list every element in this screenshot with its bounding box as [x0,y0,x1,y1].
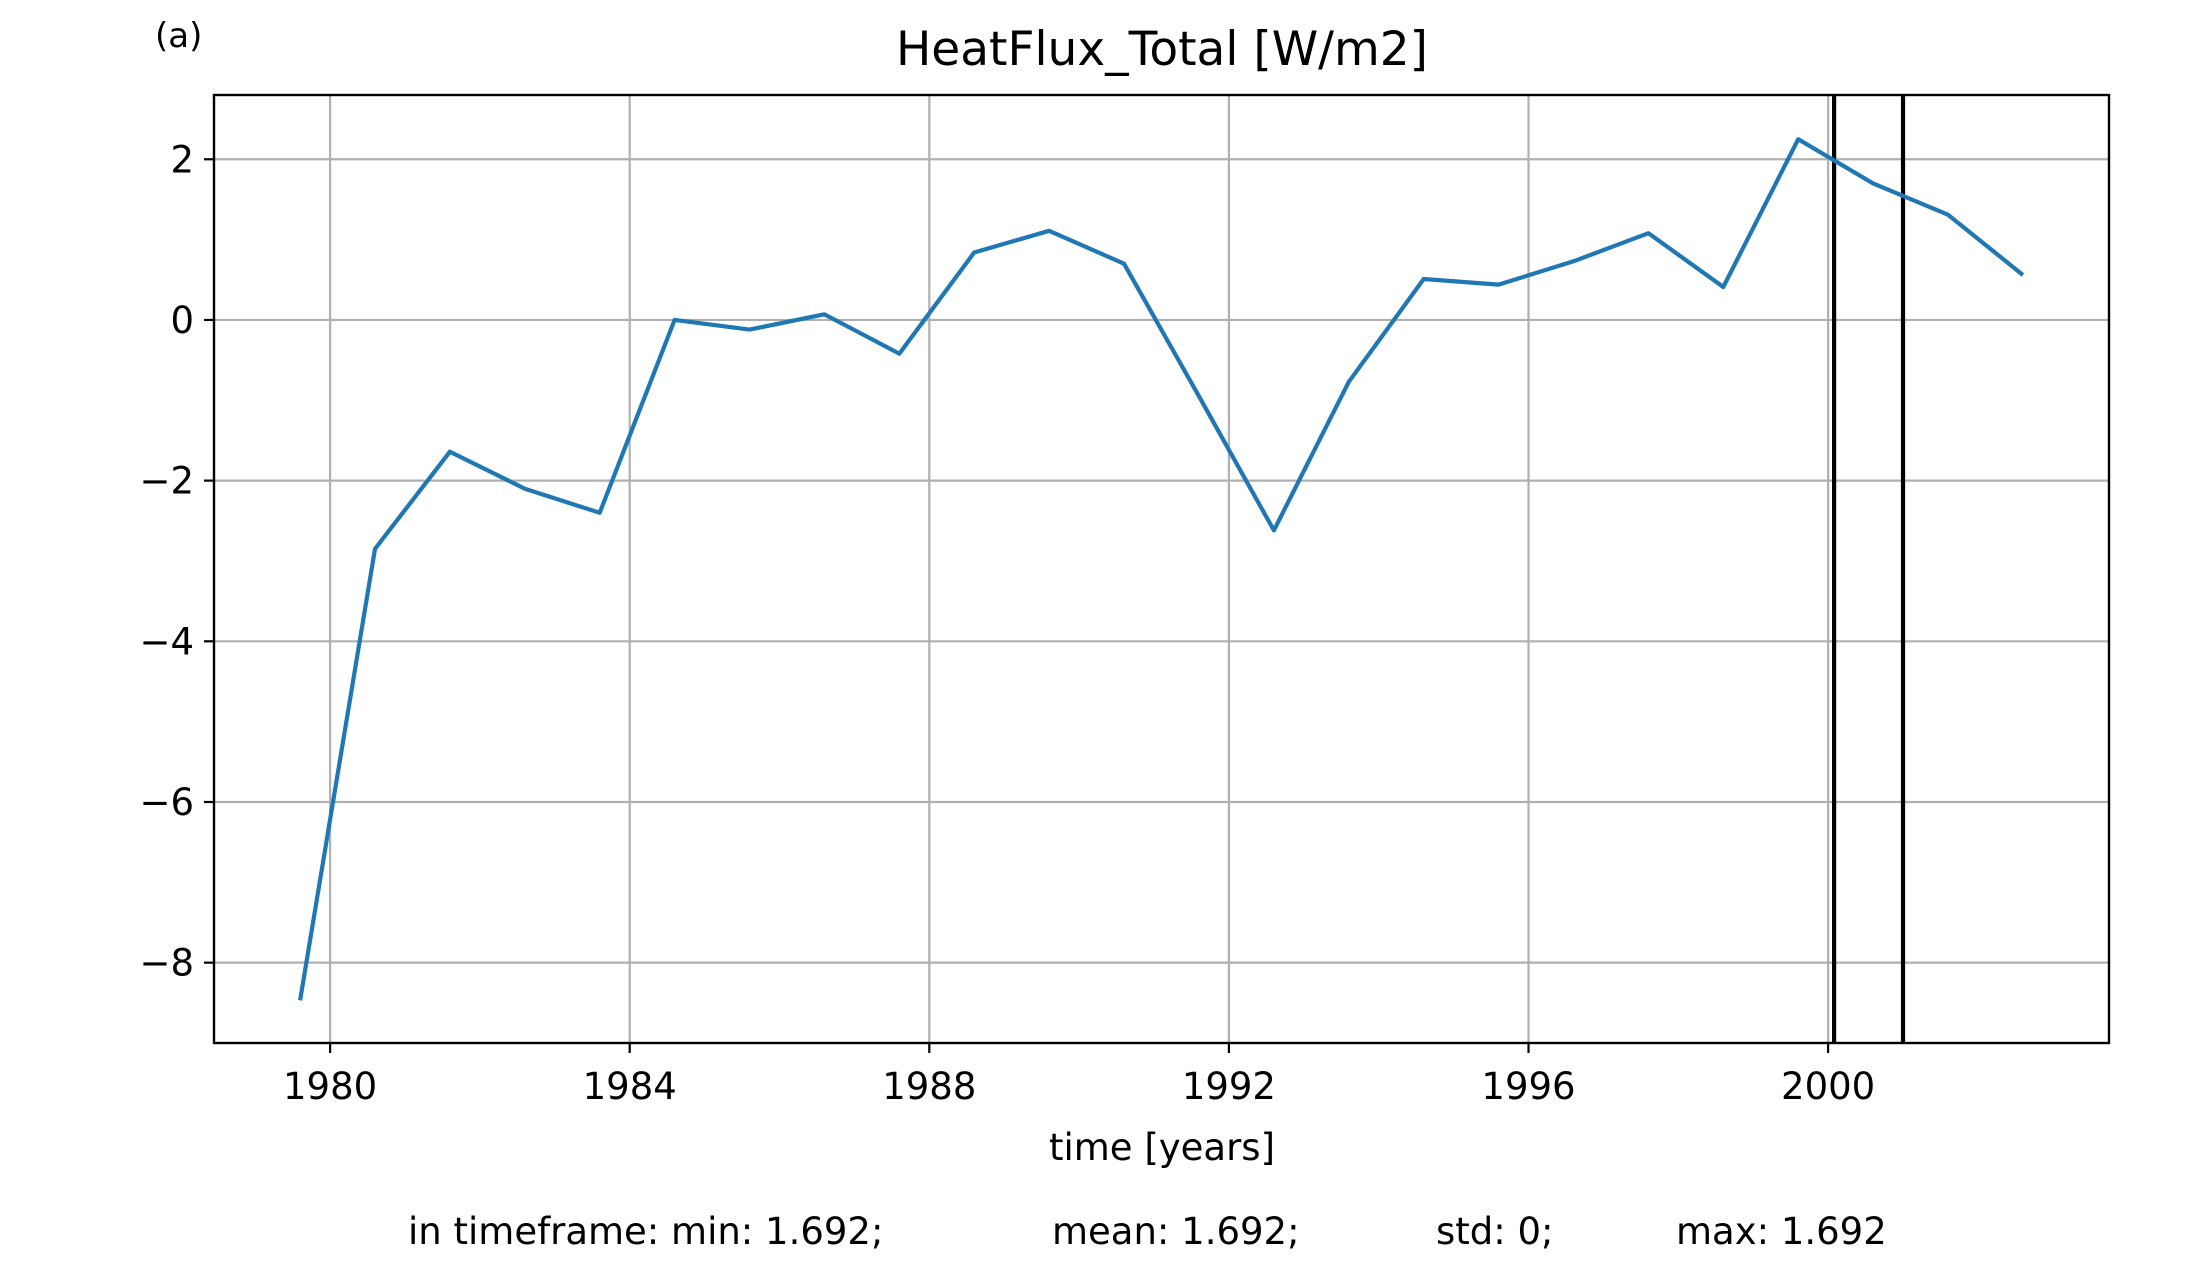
footer-min: in timeframe: min: 1.692; [408,1210,883,1253]
chart-title: HeatFlux_Total [W/m2] [896,22,1428,77]
y-tick-label: −2 [139,460,194,503]
y-tick-label: −4 [139,620,194,663]
panel-label: (a) [155,16,202,56]
data-point [1573,261,1574,262]
data-point [1049,230,1050,231]
grid [214,95,2109,1043]
data-point [1273,530,1274,531]
y-tick-label: −8 [139,942,194,985]
footer-stats: in timeframe: min: 1.692; mean: 1.692; s… [408,1210,1887,1253]
y-tick-label: 2 [170,138,194,181]
footer-std: std: 0; [1436,1210,1554,1253]
data-point [375,548,376,549]
series-layer [298,137,2025,1001]
data-point [300,1000,301,1001]
series-line [298,137,2025,1001]
data-point [599,512,600,513]
y-tick-label: −6 [139,781,194,824]
x-tick-label: 1980 [283,1065,377,1108]
data-point [899,353,900,354]
data-point [1348,381,1349,382]
data-point [2022,274,2023,275]
y-tick-label: 0 [170,299,194,342]
data-point [1198,396,1199,397]
data-point [1947,214,1948,215]
x-axis-label: time [years] [1049,1126,1275,1169]
x-tick-label: 1988 [882,1065,976,1108]
data-point [749,329,750,330]
data-point [1423,278,1424,279]
plot-frame [212,93,2111,1045]
data-point [1124,263,1125,264]
data-point [1498,284,1499,285]
data-point [449,451,450,452]
footer-mean: mean: 1.692; [1052,1210,1300,1253]
data-point [524,488,525,489]
x-tick-label: 1984 [583,1065,677,1108]
data-point [1798,139,1799,140]
data-point [674,319,675,320]
x-tick-label: 1992 [1182,1065,1276,1108]
data-point [1648,233,1649,234]
x-tick-label: 1996 [1481,1065,1575,1108]
data-point [824,314,825,315]
y-axis: 2 0 −2 −4 −6 −8 [139,138,214,985]
reference-lines [1832,95,1906,1043]
data-point [974,252,975,253]
x-tick-label: 2000 [1781,1065,1875,1108]
data-point [1723,287,1724,288]
footer-max: max: 1.692 [1676,1210,1887,1253]
data-point [1873,183,1874,184]
x-axis: 1980 1984 1988 1992 1996 2000 [283,1043,1875,1108]
